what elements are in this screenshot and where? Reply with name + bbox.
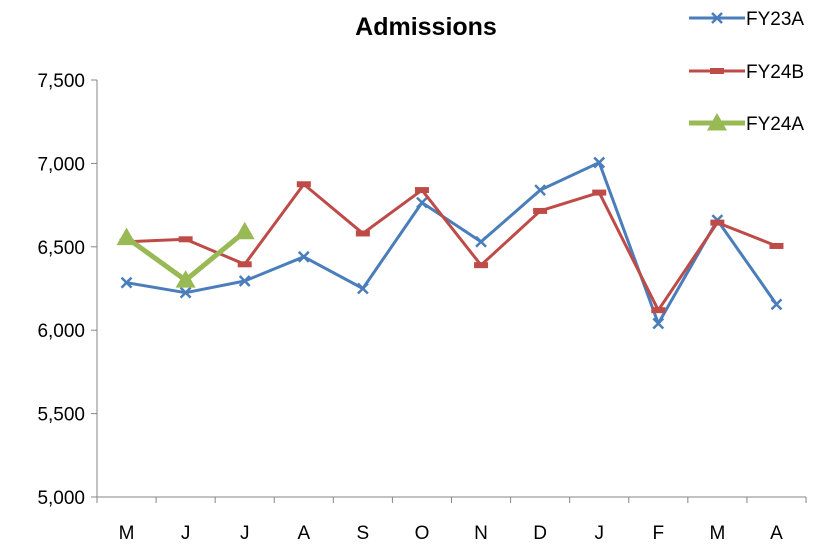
data-point-fy24b: [178, 236, 193, 243]
series-fy23a: [120, 156, 783, 330]
legend-marker-fy24a: [707, 113, 727, 131]
data-point-fy23a: [593, 156, 606, 169]
data-point-fy24a: [175, 270, 196, 288]
y-tick-label: 5,000: [37, 488, 85, 509]
legend-marker-fy23a: [711, 12, 723, 24]
data-point-fy24b: [651, 307, 666, 314]
chart-legend: FY23A FY24B FY24A: [689, 9, 804, 135]
data-point-fy24b: [355, 230, 370, 237]
data-point-fy23a: [238, 275, 251, 287]
legend-item-fy24b: FY24B: [689, 62, 804, 83]
data-point-fy23a: [297, 250, 310, 263]
data-point-fy23a: [652, 317, 665, 330]
x-tick-label: F: [652, 523, 664, 544]
y-tick-label: 6,500: [37, 238, 85, 259]
x-tick-label: S: [357, 523, 370, 544]
x-tick-label: O: [415, 523, 430, 544]
data-point-fy24b: [414, 187, 429, 194]
series-layer: [116, 156, 784, 330]
legend-item-fy24a: FY24A: [689, 113, 804, 135]
data-point-fy24b: [296, 181, 311, 188]
x-tick-label: J: [240, 523, 250, 544]
series-line-fy23a: [126, 161, 778, 326]
y-tick-label: 5,500: [37, 405, 85, 426]
legend-marker-fy24b: [710, 68, 724, 74]
data-point-fy24b: [769, 242, 784, 249]
legend-label-fy24a: FY24A: [746, 114, 804, 135]
series-fy24a: [116, 221, 255, 288]
series-fy24b: [119, 181, 784, 314]
x-tick-label: D: [533, 523, 547, 544]
x-tick-label: M: [119, 523, 135, 544]
legend-item-fy23a: FY23A: [689, 9, 804, 30]
chart-axes: 5,000 5,500 6,000 6,500 7,000 7,500 M J J A S O N D J F…: [37, 71, 807, 544]
data-point-fy23a: [770, 298, 783, 311]
chart-title: Admissions: [355, 13, 497, 41]
legend-label-fy23a: FY23A: [746, 9, 804, 30]
x-tick-label: M: [709, 523, 725, 544]
data-point-fy23a: [534, 184, 547, 196]
data-point-fy23a: [179, 286, 192, 299]
data-point-fy24b: [474, 262, 489, 269]
data-point-fy23a: [475, 235, 487, 248]
data-point-fy24b: [237, 261, 252, 268]
data-point-fy24b: [710, 219, 725, 226]
y-tick-label: 6,000: [37, 321, 85, 342]
x-tick-label: J: [181, 523, 191, 544]
x-tick-label: J: [594, 523, 604, 544]
data-point-fy24b: [592, 189, 607, 196]
x-tick-label: N: [474, 523, 488, 544]
data-point-fy24b: [533, 207, 548, 214]
series-line-fy24b: [126, 182, 778, 312]
data-point-fy24a: [116, 227, 137, 246]
y-tick-label: 7,000: [37, 154, 85, 175]
data-point-fy23a: [120, 276, 133, 289]
legend-label-fy24b: FY24B: [746, 62, 804, 83]
data-point-fy23a: [356, 282, 369, 295]
data-point-fy23a: [416, 196, 428, 209]
x-tick-label: A: [297, 523, 310, 544]
x-tick-label: A: [770, 523, 783, 544]
y-tick-label: 7,500: [37, 71, 85, 92]
data-point-fy24a: [234, 221, 255, 240]
